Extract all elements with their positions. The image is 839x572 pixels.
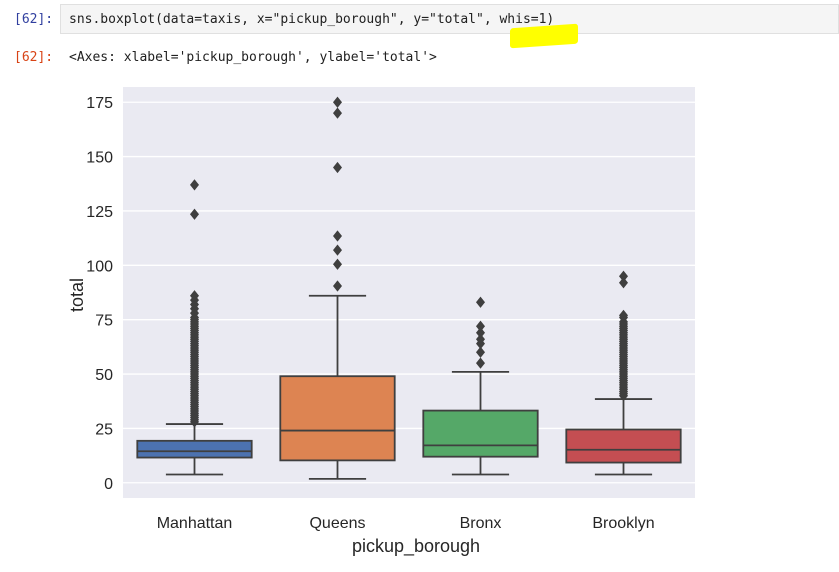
boxes	[136, 96, 682, 480]
box-queens	[279, 96, 396, 480]
flier-point	[476, 333, 485, 345]
output-prompt: [62]:	[14, 50, 54, 65]
flier-point	[476, 357, 485, 369]
flier-point	[333, 107, 342, 119]
output-text: <Axes: xlabel='pickup_borough', ylabel='…	[69, 50, 437, 65]
y-tick-label: 75	[95, 313, 113, 330]
y-tick-label: 0	[104, 476, 113, 493]
y-axis-label: total	[67, 278, 87, 312]
flier-point	[476, 296, 485, 308]
x-tick-label: Bronx	[460, 515, 502, 532]
box-manhattan	[136, 179, 253, 476]
x-tick-label: Manhattan	[157, 515, 233, 532]
x-tick-label: Queens	[309, 515, 365, 532]
box-brooklyn	[565, 270, 682, 476]
flier-point	[333, 258, 342, 270]
flier-point	[619, 309, 628, 321]
flier-point	[476, 327, 485, 339]
grid-lines	[123, 101, 695, 484]
flier-point	[619, 270, 628, 282]
flier-point	[333, 230, 342, 242]
flier-point	[333, 96, 342, 108]
box-body	[565, 428, 682, 464]
flier-point	[190, 208, 199, 220]
box-bronx	[422, 296, 539, 476]
input-prompt: [62]:	[14, 12, 54, 27]
y-tick-label: 25	[95, 421, 113, 438]
x-tick-label: Brooklyn	[592, 515, 654, 532]
y-tick-label: 150	[86, 150, 113, 167]
code-text[interactable]: sns.boxplot(data=taxis, x="pickup_boroug…	[69, 12, 555, 27]
x-axis-label: pickup_borough	[352, 536, 480, 557]
flier-point	[476, 320, 485, 332]
code-editor[interactable]: sns.boxplot(data=taxis, x="pickup_boroug…	[60, 4, 839, 34]
y-tick-label: 100	[86, 258, 113, 275]
y-tick-labels: 0 25 50 75 100 125 150 175	[86, 95, 113, 493]
flier-point	[190, 290, 199, 302]
flier-point	[333, 280, 342, 292]
y-tick-label: 50	[95, 367, 113, 384]
box-body	[422, 409, 539, 458]
box-body	[279, 375, 396, 462]
y-tick-label: 125	[86, 204, 113, 221]
flier-point	[190, 179, 199, 191]
flier-point	[476, 346, 485, 358]
y-tick-label: 175	[86, 95, 113, 112]
flier-point	[333, 244, 342, 256]
x-tick-labels: Manhattan Queens Bronx Brooklyn	[157, 515, 655, 532]
box-body	[136, 439, 253, 459]
flier-point	[619, 277, 628, 289]
flier-point	[333, 161, 342, 174]
